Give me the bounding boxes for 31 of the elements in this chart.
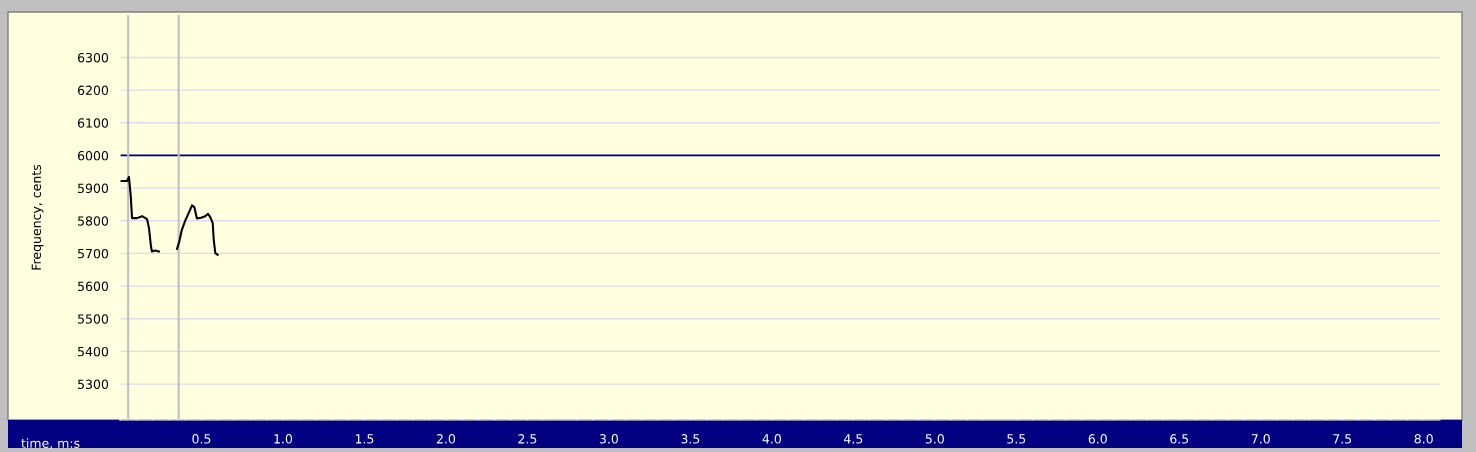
x-axis-title: time, m:s	[21, 438, 80, 450]
x-tick-label: 3.5	[681, 434, 700, 444]
y-tick-label: 5600	[78, 281, 109, 292]
y-tick-label: 6100	[77, 118, 109, 128]
x-tick-label: 4.0	[762, 434, 781, 444]
y-tick-label: 5500	[78, 314, 109, 324]
x-tick-label: 2.5	[518, 434, 537, 444]
x-tick-label: 1.5	[355, 434, 374, 444]
x-tick-label: 0.5	[192, 434, 211, 444]
x-tick-label: 1.0	[274, 434, 293, 444]
y-tick-label: 6000	[77, 150, 109, 161]
x-tick-label: 7.5	[1333, 434, 1352, 444]
x-tick-label: 5.0	[925, 434, 944, 444]
line-series	[176, 204, 219, 256]
y-tick-label: 5300	[78, 379, 109, 389]
y-tick-label: 5900	[78, 183, 109, 194]
x-tick-label: 4.5	[844, 434, 863, 444]
y-tick-label: 5800	[78, 216, 109, 226]
y-tick-label: 5400	[78, 346, 109, 357]
x-tick-label: 5.5	[1007, 434, 1026, 444]
y-tick-label: 6200	[77, 85, 109, 96]
x-tick-label: 6.5	[1170, 434, 1189, 444]
line-series	[120, 175, 160, 253]
x-tick-label: 3.0	[599, 434, 618, 444]
x-tick-label: 7.0	[1251, 434, 1270, 444]
y-axis-title: Frequency, cents	[31, 164, 44, 270]
y-tick-label: 6300	[77, 52, 109, 63]
x-tick-label: 8.0	[1414, 434, 1433, 444]
x-tick-label: 2.0	[436, 434, 456, 444]
x-tick-label: 6.0	[1088, 434, 1107, 444]
y-tick-label: 5700	[78, 248, 109, 259]
